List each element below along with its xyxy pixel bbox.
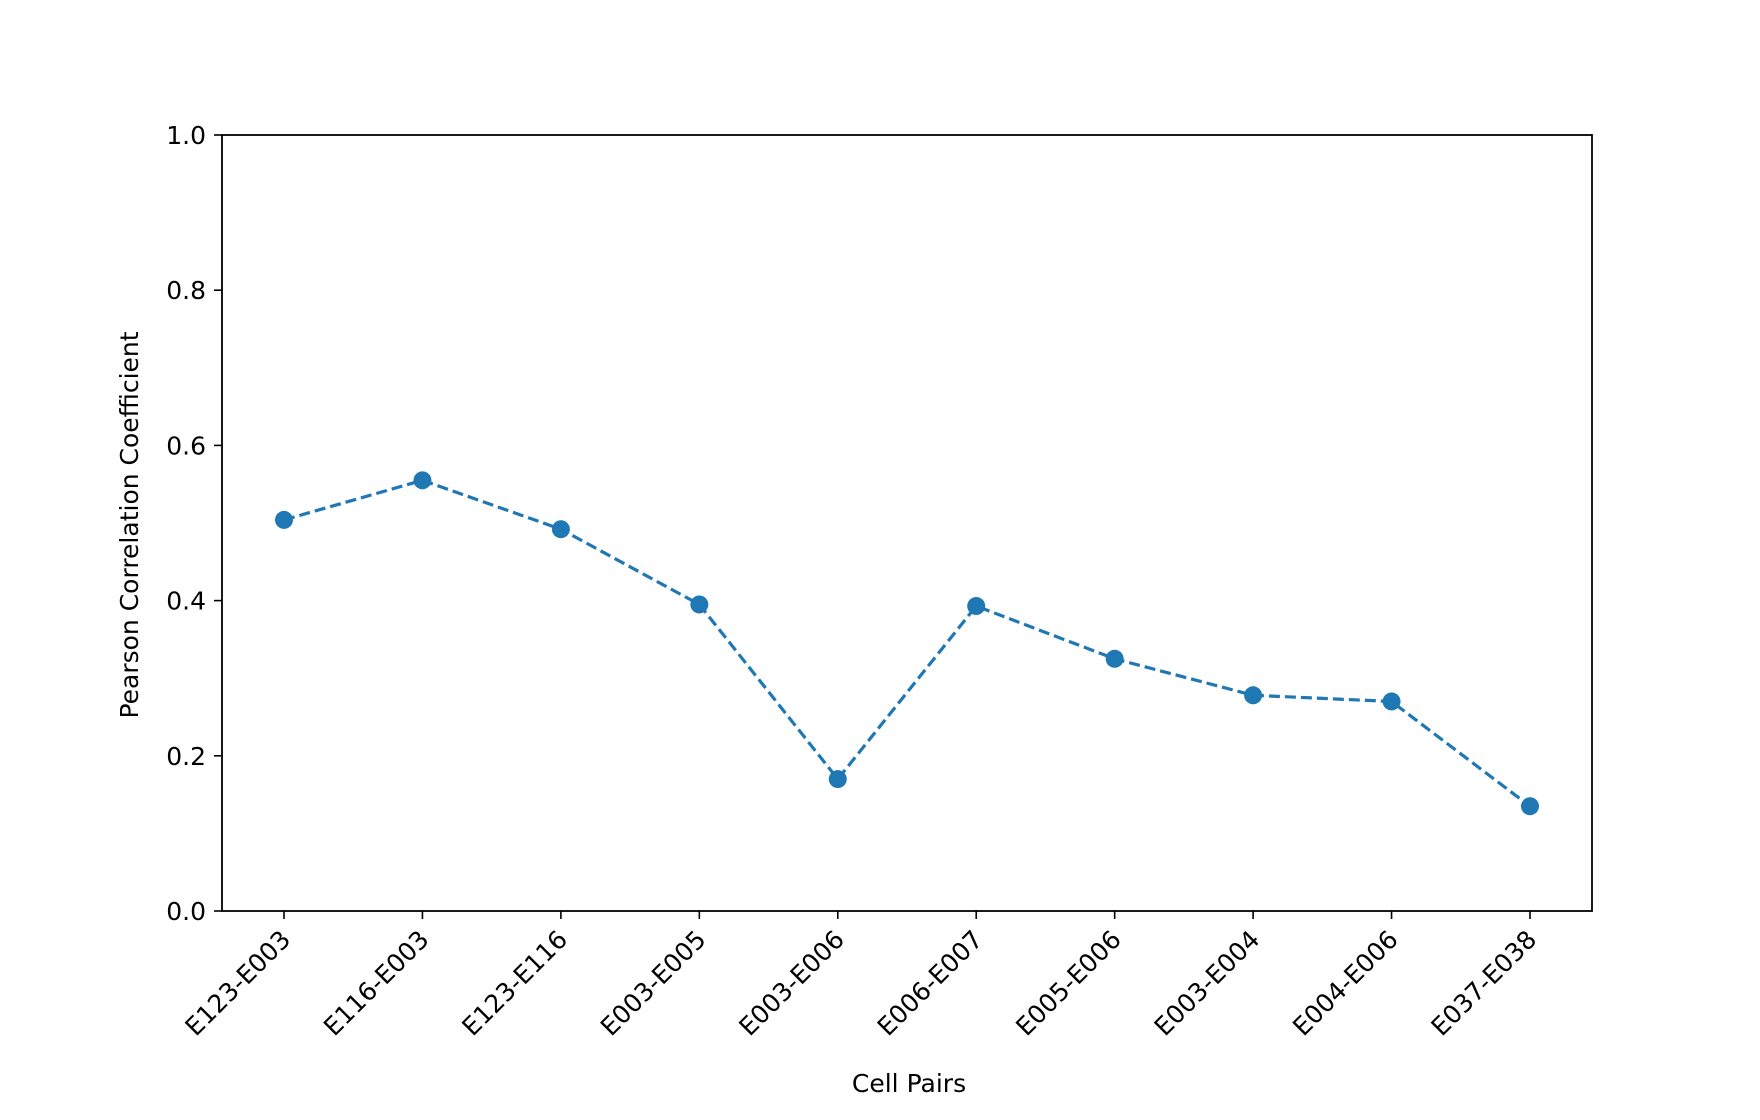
- x-tick-label: E037-E038: [1426, 925, 1543, 1042]
- y-tick-label: 0.0: [166, 897, 206, 926]
- series-line: [283, 478, 1531, 808]
- x-tick-label: E004-E006: [1287, 925, 1404, 1042]
- y-tick-label: 1.0: [166, 121, 206, 150]
- y-axis-title: Pearson Correlation Coefficient: [115, 331, 144, 718]
- data-point: [690, 595, 709, 614]
- plot-area: [221, 134, 1593, 912]
- x-tick-label: E003-E005: [595, 925, 712, 1042]
- data-point: [275, 510, 293, 529]
- data-point: [1244, 686, 1263, 705]
- x-tick-label: E116-E003: [318, 925, 435, 1042]
- plot-frame: [221, 134, 1593, 912]
- data-point: [413, 471, 432, 490]
- y-tick-label: 0.4: [166, 587, 206, 616]
- x-tick-label: E003-E004: [1149, 925, 1266, 1042]
- data-point: [967, 597, 986, 616]
- y-tick-label: 0.6: [166, 431, 206, 460]
- y-axis: 0.0 0.2 0.4 0.6 0.8 1.0: [166, 121, 222, 926]
- data-point: [828, 770, 847, 789]
- series-0: [275, 471, 1539, 816]
- data-point: [551, 520, 570, 539]
- y-tick-label: 0.2: [166, 742, 206, 771]
- x-axis: E123-E003 E116-E003 E123-E116 E003-E005 E003…: [180, 911, 1543, 1042]
- x-tick-label: E123-E116: [456, 925, 573, 1042]
- x-tick-label: E003-E006: [733, 925, 850, 1042]
- y-tick-label: 0.8: [166, 276, 206, 305]
- series-layer: [275, 471, 1539, 816]
- data-point: [1521, 797, 1539, 816]
- x-tick-label: E005-E006: [1010, 925, 1127, 1042]
- x-tick-label: E006-E007: [872, 925, 989, 1042]
- x-axis-title: Cell Pairs: [852, 1069, 966, 1098]
- data-point: [1105, 649, 1124, 668]
- data-point: [1382, 692, 1401, 711]
- x-tick-label: E123-E003: [180, 925, 297, 1042]
